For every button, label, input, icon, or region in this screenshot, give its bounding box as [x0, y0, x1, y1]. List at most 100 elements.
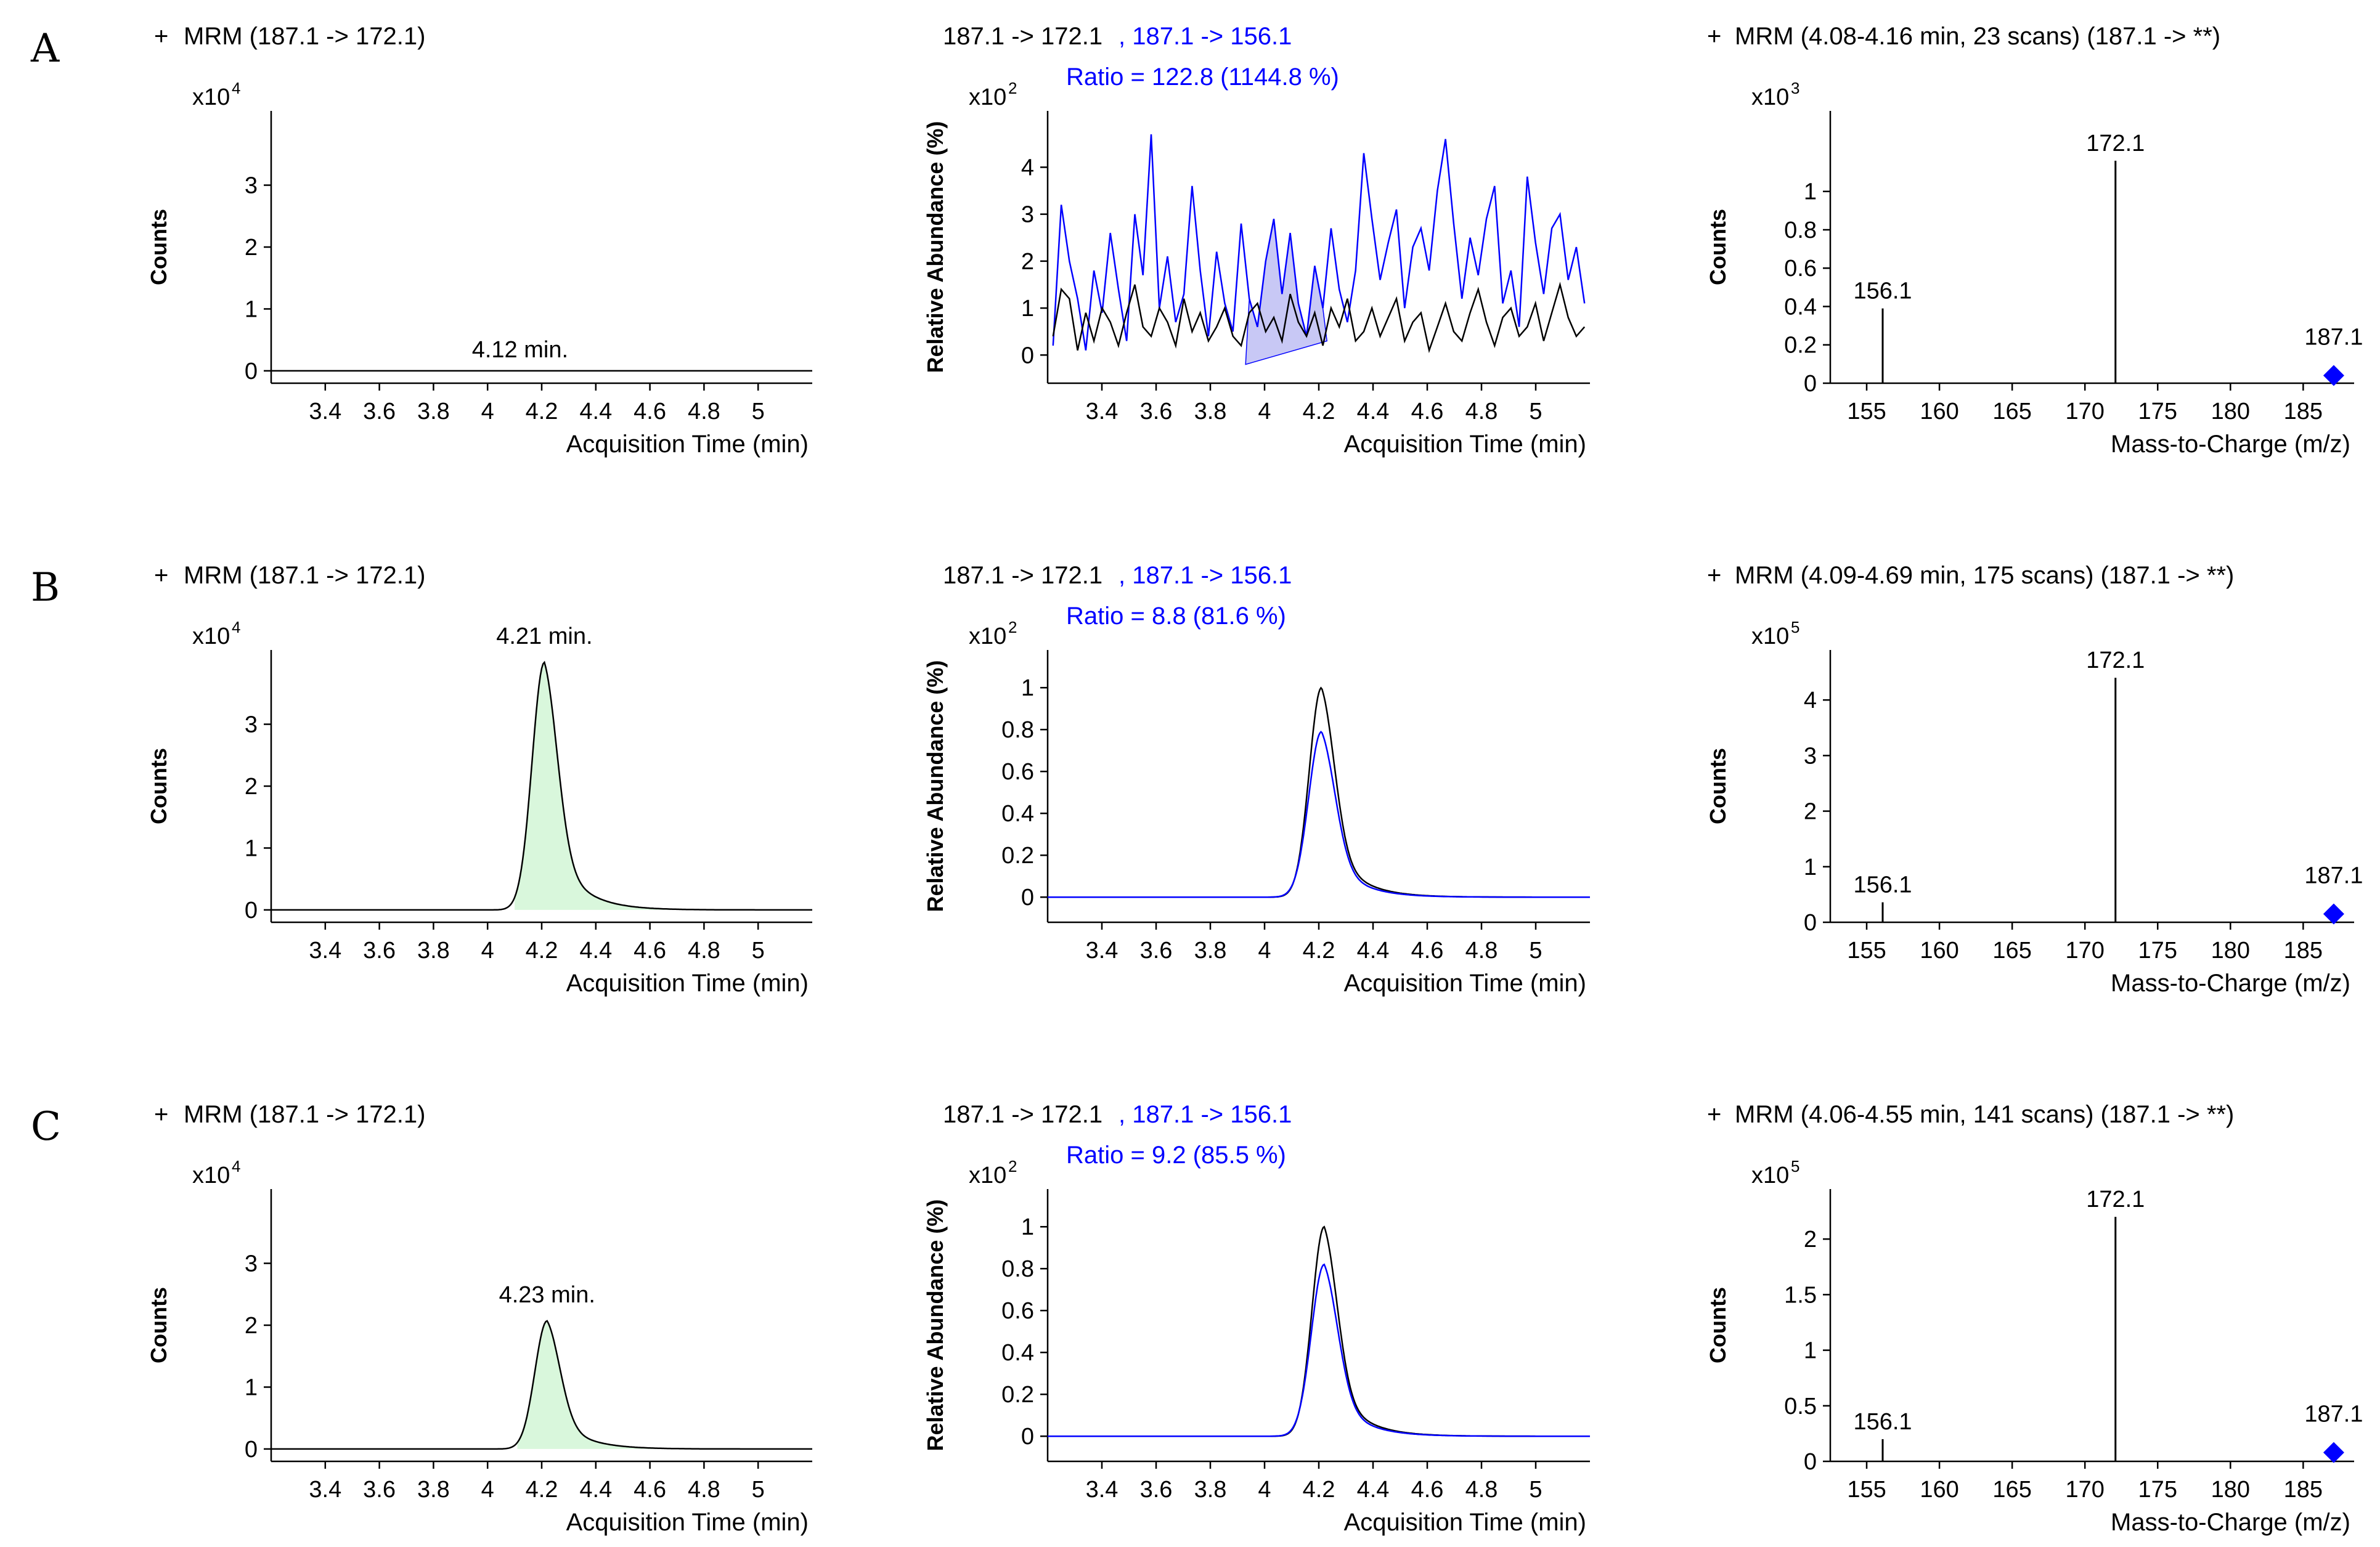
- chromatogram-xlabel: Acquisition Time (min): [566, 970, 809, 997]
- precursor-label: 187.1: [2304, 325, 2363, 351]
- spectrum-ytick-label: 0.4: [1784, 294, 1817, 320]
- ratio-value: Ratio = 8.8 (81.6 %): [1066, 603, 1286, 630]
- chromatogram-xtick-label: 4.2: [526, 1477, 558, 1503]
- spectrum-xtick-label: 175: [2138, 1477, 2177, 1503]
- ratio-title-quant: 187.1 -> 172.1: [943, 23, 1102, 50]
- spectrum-xtick-label: 165: [1992, 399, 2031, 424]
- spectrum-bar-label: 156.1: [1853, 1409, 1912, 1435]
- chromatogram-xtick-label: 4.8: [688, 399, 720, 424]
- spectrum-xtick-label: 175: [2138, 399, 2177, 424]
- chromatogram-xtick-label: 4.4: [579, 1477, 612, 1503]
- chromatogram-ytick-label: 3: [245, 712, 258, 738]
- chromatogram-ytick-label: 2: [245, 235, 258, 261]
- spectrum-xlabel: Mass-to-Charge (m/z): [2111, 1509, 2350, 1536]
- ratio-title-qual: , 187.1 -> 156.1: [1119, 23, 1292, 50]
- spectrum-multiplier-exp: 3: [1791, 79, 1799, 97]
- chromatogram-ytick-label: 3: [245, 173, 258, 199]
- spectrum-xtick-label: 165: [1992, 938, 2031, 964]
- chromatogram-peak-area: [515, 662, 680, 910]
- spectrum-ytick-label: 1.5: [1784, 1282, 1817, 1308]
- ratio-panel: 187.1 -> 172.1 , 187.1 -> 156.1 Ratio = 12…: [923, 23, 1590, 458]
- spectrum-xtick-label: 175: [2138, 938, 2177, 964]
- ratio-xtick-label: 3.4: [1086, 938, 1119, 964]
- spectrum-multiplier: x10: [1751, 84, 1789, 110]
- spectrum-xlabel: Mass-to-Charge (m/z): [2111, 431, 2350, 458]
- ratio-xtick-label: 5: [1529, 399, 1542, 424]
- spectrum-ytick-label: 0: [1804, 1449, 1817, 1475]
- ratio-ytick-label: 3: [1021, 202, 1034, 228]
- ratio-multiplier: x10: [969, 1163, 1006, 1188]
- spectrum-ytick-label: 4: [1804, 688, 1817, 713]
- spectrum-ytick-label: 0.2: [1784, 333, 1817, 359]
- ratio-multiplier-exp: 2: [1008, 1157, 1017, 1175]
- chromatogram-ylabel: Counts: [146, 1287, 171, 1363]
- spectrum-xtick-label: 155: [1847, 938, 1886, 964]
- ratio-xtick-label: 4.2: [1303, 938, 1335, 964]
- ratio-xtick-label: 4.6: [1411, 399, 1444, 424]
- ratio-xtick-label: 4: [1258, 1477, 1271, 1503]
- spectrum-xtick-label: 180: [2211, 399, 2250, 424]
- ratio-ytick-label: 0.8: [1001, 1256, 1034, 1282]
- precursor-diamond-icon: [2323, 1442, 2344, 1463]
- chromatogram-xtick-label: 4: [481, 1477, 494, 1503]
- chromatogram-xtick-label: 3.6: [363, 1477, 396, 1503]
- precursor-diamond-icon: [2323, 365, 2344, 386]
- spectrum-ytick-label: 1: [1804, 855, 1817, 880]
- spectrum-multiplier-exp: 5: [1791, 618, 1799, 636]
- spectrum-title: MRM (4.06-4.55 min, 141 scans) (187.1 ->…: [1735, 1101, 2234, 1128]
- spectrum-bar-label: 172.1: [2086, 1187, 2145, 1212]
- chromatogram-ytick-label: 1: [245, 296, 258, 322]
- ratio-value: Ratio = 122.8 (1144.8 %): [1066, 63, 1339, 91]
- chromatogram-multiplier-exp: 4: [232, 1157, 240, 1175]
- spectrum-xtick-label: 180: [2211, 938, 2250, 964]
- ratio-xtick-label: 3.8: [1194, 938, 1227, 964]
- chromatogram-panel: + MRM (187.1 -> 172.1) 0 1 2 3 3.4 3.6 3.8 4 4.2 4.…: [146, 562, 812, 997]
- ratio-qualifier-trace: [1048, 1263, 1590, 1437]
- ratio-xtick-label: 4: [1258, 399, 1271, 424]
- precursor-label: 187.1: [2304, 1402, 2363, 1427]
- ratio-xtick-label: 3.6: [1140, 399, 1173, 424]
- row-label: C: [31, 1104, 61, 1150]
- chromatogram-xtick-label: 3.8: [417, 1477, 450, 1503]
- chromatogram-xtick-label: 3.8: [417, 938, 450, 964]
- spectrum-xlabel: Mass-to-Charge (m/z): [2111, 970, 2350, 997]
- chromatogram-title: MRM (187.1 -> 172.1): [184, 23, 425, 50]
- chromatogram-xtick-label: 4: [481, 938, 494, 964]
- spectrum-xtick-label: 160: [1920, 1477, 1958, 1503]
- chromatogram-multiplier: x10: [192, 1163, 230, 1188]
- spectrum-bar-label: 172.1: [2086, 648, 2145, 673]
- ratio-xtick-label: 3.8: [1194, 399, 1227, 424]
- ratio-ytick-label: 0.6: [1001, 759, 1034, 785]
- chromatogram-multiplier: x10: [192, 623, 230, 649]
- ratio-xtick-label: 3.6: [1140, 938, 1173, 964]
- ratio-ytick-label: 0.4: [1001, 801, 1034, 827]
- ratio-title-qual: , 187.1 -> 156.1: [1119, 562, 1292, 589]
- spectrum-xtick-label: 160: [1920, 938, 1958, 964]
- spectrum-bar-label: 156.1: [1853, 278, 1912, 304]
- spectrum-panel: + MRM (4.09-4.69 min, 175 scans) (187.1 -…: [1705, 562, 2363, 997]
- ratio-ytick-label: 0: [1021, 885, 1034, 911]
- spectrum-title-prefix: +: [1707, 23, 1721, 50]
- ratio-xtick-label: 4.4: [1357, 399, 1390, 424]
- spectrum-bar-label: 172.1: [2086, 131, 2145, 156]
- ratio-xtick-label: 4.6: [1411, 938, 1444, 964]
- ratio-xtick-label: 3.4: [1086, 1477, 1119, 1503]
- chromatogram-peak-label: 4.23 min.: [499, 1282, 595, 1308]
- chromatogram-title-prefix: +: [154, 1101, 168, 1128]
- chromatogram-ylabel: Counts: [146, 748, 171, 824]
- chromatogram-title-prefix: +: [154, 562, 168, 589]
- chromatogram-multiplier: x10: [192, 84, 230, 110]
- spectrum-ytick-label: 1: [1804, 1338, 1817, 1364]
- chromatogram-title: MRM (187.1 -> 172.1): [184, 1101, 425, 1128]
- spectrum-panel: + MRM (4.08-4.16 min, 23 scans) (187.1 ->…: [1705, 23, 2363, 458]
- ratio-xlabel: Acquisition Time (min): [1344, 431, 1586, 458]
- spectrum-xtick-label: 170: [2065, 938, 2104, 964]
- ratio-xtick-label: 4.6: [1411, 1477, 1444, 1503]
- spectrum-xtick-label: 165: [1992, 1477, 2031, 1503]
- chromatogram-ytick-label: 0: [245, 1437, 258, 1463]
- spectrum-ytick-label: 0.6: [1784, 256, 1817, 282]
- ratio-ytick-label: 0.2: [1001, 1382, 1034, 1408]
- ratio-multiplier: x10: [969, 623, 1006, 649]
- ratio-multiplier: x10: [969, 84, 1006, 110]
- spectrum-ytick-label: 2: [1804, 799, 1817, 825]
